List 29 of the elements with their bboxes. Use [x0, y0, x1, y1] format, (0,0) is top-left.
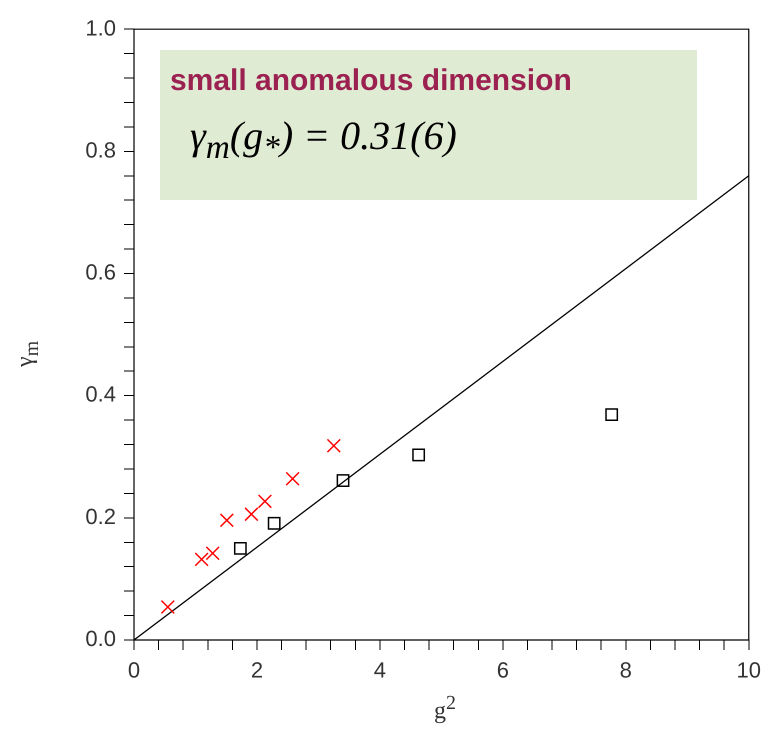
x-axis-title: g$^{2}$: [433, 692, 457, 725]
point: [258, 494, 272, 508]
y-tick-label: 0.8: [85, 137, 116, 162]
annotation: γ$_{m}$(g$_{*}$) = 0.31(6): [190, 112, 458, 167]
point: [268, 516, 281, 530]
point: [160, 600, 175, 614]
point: [194, 552, 209, 566]
point: [285, 472, 300, 486]
point: [605, 408, 618, 422]
point: [412, 448, 426, 462]
x-tick-label: 10: [736, 657, 762, 682]
point: [234, 542, 247, 555]
x-tick-label: 4: [374, 657, 386, 682]
x-tick-label: 8: [620, 657, 632, 682]
y-tick-label: 0.0: [85, 626, 116, 652]
x-tick-label: 6: [496, 657, 509, 682]
point: [206, 546, 220, 560]
point: [244, 507, 259, 522]
annotation: small anomalous dimension: [170, 64, 573, 98]
y-tick-label: 1.0: [85, 15, 116, 40]
point: [336, 474, 350, 487]
point: [326, 438, 341, 453]
y-tick-label: 0.4: [85, 382, 116, 407]
note-box: small anomalous dimension γ$_{m}$(g$_{*}$) = 0.31(6): [160, 50, 697, 200]
x-tick-label: 2: [250, 657, 264, 682]
y-tick-label: 0.2: [85, 504, 116, 529]
y-tick-label: 0.6: [85, 260, 116, 285]
x-tick-label: 0: [128, 657, 140, 682]
point: [220, 513, 234, 528]
